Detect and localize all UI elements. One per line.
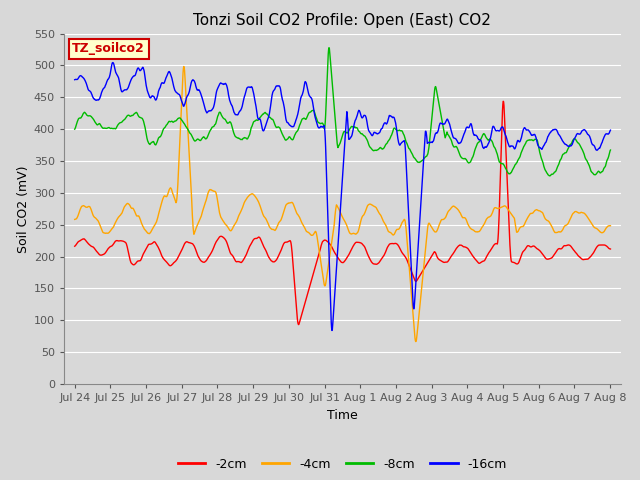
Title: Tonzi Soil CO2 Profile: Open (East) CO2: Tonzi Soil CO2 Profile: Open (East) CO2 (193, 13, 492, 28)
X-axis label: Time: Time (327, 408, 358, 421)
Y-axis label: Soil CO2 (mV): Soil CO2 (mV) (17, 165, 29, 252)
Text: TZ_soilco2: TZ_soilco2 (72, 42, 145, 55)
Legend: -2cm, -4cm, -8cm, -16cm: -2cm, -4cm, -8cm, -16cm (173, 453, 512, 476)
